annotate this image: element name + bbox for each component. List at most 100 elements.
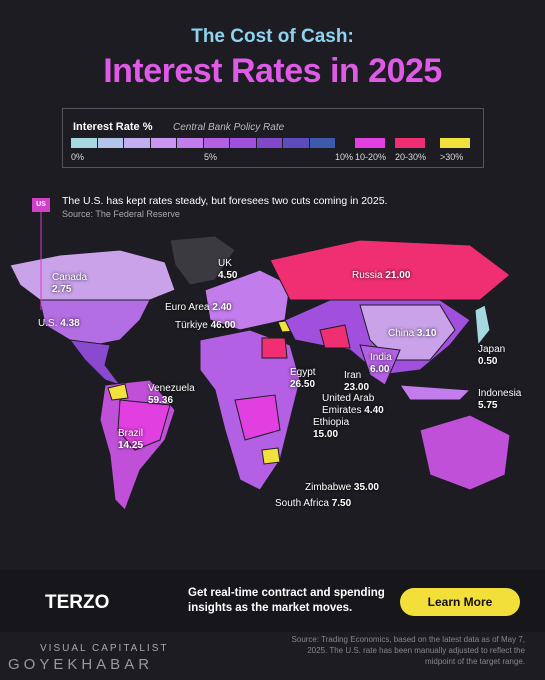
central-america <box>68 339 122 386</box>
title: Interest Rates in 2025 <box>103 52 442 90</box>
country-name: Ethiopia <box>313 417 350 428</box>
country-label: U.S. 4.38 <box>38 318 80 330</box>
country-rate: 15.00 <box>313 429 339 440</box>
callout-text: The U.S. has kept rates steady, but fore… <box>62 195 388 207</box>
scale-swatch <box>203 138 229 148</box>
callout-tag: US <box>32 198 50 212</box>
egypt <box>261 337 288 359</box>
country-name: Russia <box>352 270 383 281</box>
country-name: South Africa <box>275 498 329 509</box>
country-name: UK <box>218 258 232 269</box>
scale-label: 10% <box>335 152 354 162</box>
country-rate: 59.36 <box>148 395 174 406</box>
bin-swatch <box>395 138 425 148</box>
legend-title: Interest Rate % <box>73 121 153 133</box>
bin-label: 10-20% <box>355 152 387 162</box>
scale-swatch <box>177 138 203 148</box>
country-name: India <box>370 352 392 363</box>
watermark: GOYEKHABAR <box>8 656 154 673</box>
country-label: Japan 0.50 <box>478 344 505 368</box>
country-label: Russia 21.00 <box>352 270 410 282</box>
country-label: UK 4.50 <box>218 258 237 282</box>
country-rate: 4.38 <box>60 318 80 329</box>
country-rate: 2.75 <box>52 284 72 295</box>
country-name: Türkiye <box>175 320 208 331</box>
bin-label: >30% <box>440 152 464 162</box>
ad-brand: TERZO <box>45 592 110 613</box>
country-label: Indonesia 5.75 <box>478 388 521 412</box>
country-label: Canada 2.75 <box>52 272 87 296</box>
iran <box>319 324 351 349</box>
india <box>359 344 401 386</box>
country-label: Egypt 26.50 <box>290 367 316 391</box>
bin-swatch <box>355 138 385 148</box>
venezuela <box>107 383 129 401</box>
country-name: U.S. <box>38 318 58 329</box>
country-name: Brazil <box>118 428 144 439</box>
country-name: Egypt <box>290 367 316 378</box>
country-rate: 46.00 <box>210 320 236 331</box>
country-label: Iran 23.00 <box>344 370 369 394</box>
china <box>359 304 456 361</box>
brazil <box>117 399 171 451</box>
country-rate: 35.00 <box>353 482 379 493</box>
country-rate: 6.00 <box>370 364 390 375</box>
country-label: Brazil 14.25 <box>118 428 143 452</box>
country-rate: 21.00 <box>385 270 411 281</box>
scale-swatch <box>283 138 309 148</box>
country-rate: 23.00 <box>344 382 370 393</box>
country-name: Venezuela <box>148 383 195 394</box>
scale-swatch <box>124 138 150 148</box>
learn-more-button[interactable]: Learn More <box>400 588 520 616</box>
country-label: India 6.00 <box>370 352 392 376</box>
country-name: Euro Area <box>165 302 210 313</box>
country-rate: 26.50 <box>290 379 316 390</box>
country-label: Ethiopia 15.00 <box>313 417 349 441</box>
country-rate: 2.40 <box>212 302 232 313</box>
country-label: United Arab Emirates 4.40 <box>322 393 402 417</box>
scale-label: 0% <box>71 152 85 162</box>
supertitle: The Cost of Cash: <box>191 26 354 47</box>
central-africa <box>234 394 281 441</box>
legend-subtitle: Central Bank Policy Rate <box>173 122 285 133</box>
country-rate: 7.50 <box>331 498 352 509</box>
country-rate: 3.10 <box>416 328 437 339</box>
country-rate: 4.50 <box>218 270 238 281</box>
scale-label: 5% <box>204 152 218 162</box>
country-name: Iran <box>344 370 362 381</box>
legend: Interest Rate % Central Bank Policy Rate… <box>62 108 484 168</box>
footer-source: Source: Trading Economics, based on the … <box>291 635 525 666</box>
russia <box>269 239 511 301</box>
greenland <box>169 235 236 286</box>
bin-label: 20-30% <box>395 152 427 162</box>
country-rate: 14.25 <box>118 440 144 451</box>
southeast-asia <box>399 384 472 401</box>
scale-swatch <box>150 138 176 148</box>
country-rate: 4.40 <box>364 405 384 416</box>
country-label: Zimbabwe 35.00 <box>305 482 379 494</box>
country-name: Zimbabwe <box>305 482 352 493</box>
publisher: VISUAL CAPITALIST <box>40 643 169 654</box>
zimbabwe <box>261 447 281 465</box>
country-rate: 0.50 <box>478 356 498 367</box>
country-label: China 3.10 <box>388 328 436 340</box>
country-name: China <box>388 328 415 339</box>
country-name: United Arab Emirates <box>322 393 375 416</box>
scale-swatch <box>71 138 97 148</box>
scale-swatch <box>230 138 256 148</box>
japan <box>474 304 491 347</box>
scale-swatch <box>309 138 335 148</box>
country-label: Türkiye 46.00 <box>175 320 236 332</box>
usa <box>39 299 151 346</box>
country-name: Canada <box>52 272 88 283</box>
country-rate: 5.75 <box>478 400 498 411</box>
country-label: South Africa 7.50 <box>275 498 351 510</box>
country-name: Indonesia <box>478 388 522 399</box>
bin-swatch <box>440 138 470 148</box>
scale-swatch <box>97 138 123 148</box>
callout-source: Source: The Federal Reserve <box>62 209 180 219</box>
country-label: Euro Area 2.40 <box>165 302 232 314</box>
scale-swatch <box>256 138 282 148</box>
